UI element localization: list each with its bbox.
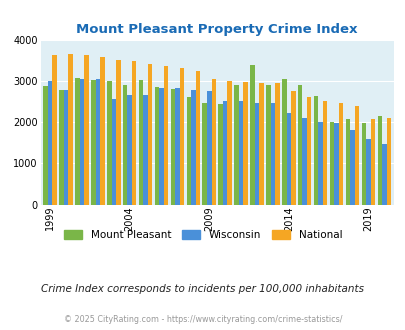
Bar [286,113,290,205]
Bar [238,101,243,205]
Bar [75,78,79,205]
Bar [381,144,386,205]
Bar [52,55,57,205]
Bar [218,104,222,205]
Bar [322,102,326,205]
Bar [234,84,238,205]
Bar [329,122,333,205]
Bar [306,96,311,205]
Bar [59,90,64,205]
Bar [163,66,168,205]
Bar [143,95,147,205]
Bar [259,83,263,205]
Bar [111,99,116,205]
Bar [318,122,322,205]
Bar [139,81,143,205]
Bar [132,61,136,205]
Bar [186,97,191,205]
Bar [354,106,358,205]
Bar [350,130,354,205]
Text: Crime Index corresponds to incidents per 100,000 inhabitants: Crime Index corresponds to incidents per… [41,284,364,294]
Bar [48,81,52,205]
Bar [107,81,111,205]
Legend: Mount Pleasant, Wisconsin, National: Mount Pleasant, Wisconsin, National [60,226,345,244]
Bar [365,139,370,205]
Bar [222,102,227,205]
Title: Mount Pleasant Property Crime Index: Mount Pleasant Property Crime Index [76,23,357,36]
Bar [147,64,152,205]
Bar [386,117,390,205]
Bar [84,55,89,205]
Bar [100,56,104,205]
Bar [96,79,100,205]
Bar [207,91,211,205]
Bar [297,85,302,205]
Bar [227,81,231,205]
Bar [338,103,343,205]
Bar [290,91,295,205]
Bar [91,81,96,205]
Bar [154,87,159,205]
Bar [266,84,270,205]
Bar [175,88,179,205]
Bar [211,79,215,205]
Bar [377,116,381,205]
Bar [43,86,48,205]
Bar [313,96,318,205]
Bar [195,71,200,205]
Bar [361,122,365,205]
Bar [243,82,247,205]
Bar [275,82,279,205]
Bar [179,68,184,205]
Bar [202,103,207,205]
Bar [345,119,350,205]
Bar [116,60,120,205]
Bar [159,88,163,205]
Bar [249,65,254,205]
Bar [64,90,68,205]
Bar [79,79,84,205]
Bar [68,53,72,205]
Bar [127,95,132,205]
Bar [281,79,286,205]
Bar [302,118,306,205]
Bar [270,103,275,205]
Bar [370,119,374,205]
Text: © 2025 CityRating.com - https://www.cityrating.com/crime-statistics/: © 2025 CityRating.com - https://www.city… [64,315,341,324]
Bar [170,89,175,205]
Bar [191,89,195,205]
Bar [123,85,127,205]
Bar [254,103,259,205]
Bar [333,123,338,205]
